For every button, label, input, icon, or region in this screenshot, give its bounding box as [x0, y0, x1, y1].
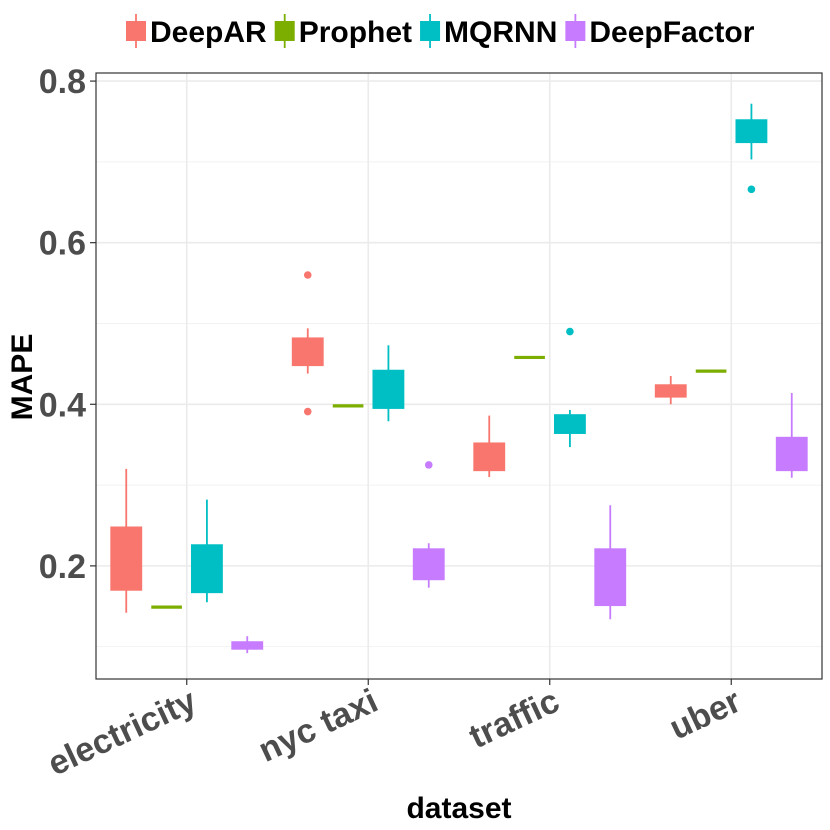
box-body	[775, 436, 808, 472]
legend-label: MQRNN	[444, 16, 557, 49]
legend-label: DeepAR	[150, 16, 267, 49]
grid	[96, 73, 822, 679]
box-body	[553, 414, 586, 434]
box-body	[735, 119, 768, 144]
y-tick-label: 0.8	[39, 63, 86, 101]
box-mqrnn-uber	[735, 103, 768, 194]
box-body	[110, 526, 143, 591]
box-deepfactor-uber	[775, 392, 808, 478]
x-tick-label: nyc taxi	[253, 682, 384, 770]
box-body	[190, 544, 223, 594]
legend-item-prophet: Prophet	[274, 14, 412, 49]
box-mqrnn-traffic	[553, 327, 586, 448]
y-tick-label: 0.4	[39, 386, 86, 424]
outlier-point	[747, 185, 756, 194]
plot-panel-border	[95, 72, 823, 680]
x-tick-label: uber	[664, 682, 747, 748]
box-deepfactor-traffic	[594, 505, 627, 620]
outlier-point	[424, 461, 433, 469]
outlier-point	[303, 407, 312, 416]
box-mqrnn-electricity	[190, 499, 223, 603]
outlier-point	[566, 327, 574, 336]
legend: DeepAR Prophet MQRNN DeepFactor	[126, 14, 755, 49]
box-body	[291, 337, 324, 367]
outlier-point	[303, 271, 312, 279]
axes: 0.2 0.4 0.6 0.8 electricity nyc taxi traffic ub…	[39, 63, 747, 783]
legend-item-deepfactor: DeepFactor	[565, 14, 755, 49]
box-deepar-uber	[654, 376, 687, 405]
box-deepar-traffic	[473, 415, 506, 477]
box-body	[231, 641, 264, 650]
x-tick-label: electricity	[42, 682, 202, 784]
box-deepfactor-nyc-taxi	[412, 461, 445, 588]
legend-key-box	[565, 21, 586, 41]
y-tick-label: 0.6	[39, 225, 86, 263]
legend-label: DeepFactor	[589, 16, 754, 49]
legend-label: Prophet	[299, 16, 412, 49]
x-axis-title: dataset	[406, 792, 511, 825]
y-axis-title: MAPE	[6, 334, 39, 421]
box-body	[594, 548, 627, 607]
legend-item-mqrnn: MQRNN	[420, 14, 557, 49]
box-deepar-nyc-taxi	[291, 271, 324, 416]
y-tick-label: 0.2	[39, 548, 86, 586]
box-mqrnn-nyc-taxi	[372, 345, 405, 422]
box-body	[654, 384, 687, 398]
box-deepar-electricity	[110, 468, 143, 613]
box-body	[473, 442, 506, 472]
x-tick-label: traffic	[463, 682, 565, 756]
legend-key-box	[126, 21, 146, 41]
legend-key-box	[274, 21, 295, 41]
box-body	[412, 548, 445, 581]
plot-marks	[110, 103, 808, 654]
legend-item-deepar: DeepAR	[126, 14, 267, 49]
legend-key-box	[420, 21, 441, 41]
box-body	[372, 369, 405, 409]
box-deepfactor-electricity	[231, 636, 264, 654]
